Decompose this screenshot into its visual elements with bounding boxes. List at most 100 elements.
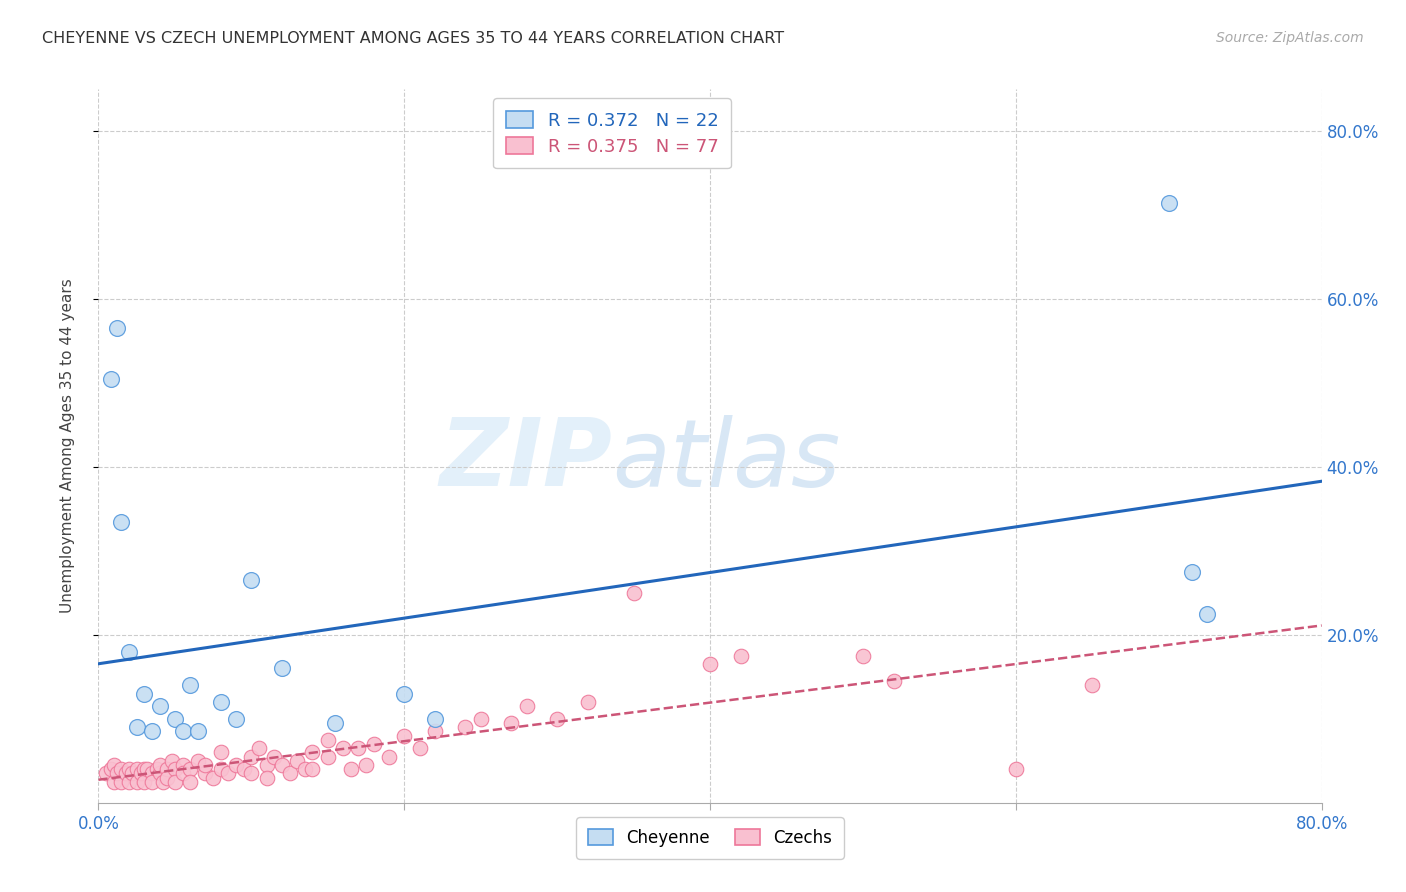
Point (730, 648, 752, 663)
Point (270, 758, 292, 772)
Point (179, 762, 201, 776)
Point (149, 758, 172, 772)
Point (202, 771, 225, 785)
Point (392, 687, 416, 701)
Point (209, 695, 232, 709)
Point (1081, 678, 1104, 692)
Point (285, 754, 308, 768)
Point (110, 774, 132, 789)
Point (699, 657, 721, 672)
Legend: Cheyenne, Czechs: Cheyenne, Czechs (576, 817, 844, 859)
Point (194, 758, 217, 772)
Point (247, 741, 270, 756)
Point (149, 699, 172, 714)
Point (240, 766, 263, 780)
Point (1181, 565, 1204, 579)
Point (118, 645, 141, 659)
Point (316, 732, 339, 747)
Point (94, 766, 117, 780)
Text: ZIP: ZIP (439, 414, 612, 507)
Point (163, 762, 186, 776)
Point (149, 766, 172, 780)
Point (332, 741, 354, 756)
Point (141, 774, 163, 789)
Point (576, 695, 599, 709)
Point (209, 762, 232, 776)
Point (363, 737, 385, 751)
Point (129, 766, 152, 780)
Point (623, 586, 645, 600)
Point (225, 712, 247, 726)
Point (501, 716, 523, 731)
Point (134, 762, 156, 776)
Point (163, 774, 186, 789)
Point (100, 762, 122, 776)
Point (121, 766, 143, 780)
Y-axis label: Unemployment Among Ages 35 to 44 years: Unemployment Among Ages 35 to 44 years (60, 278, 75, 614)
Point (278, 766, 301, 780)
Point (1004, 762, 1026, 776)
Point (187, 754, 209, 768)
Point (115, 766, 138, 780)
Point (1157, 195, 1180, 210)
Point (118, 774, 141, 789)
Point (105, 766, 128, 780)
Point (110, 762, 132, 776)
Point (160, 754, 183, 768)
Point (354, 758, 377, 772)
Point (454, 720, 477, 734)
Point (152, 774, 174, 789)
Point (103, 774, 125, 789)
Text: Source: ZipAtlas.com: Source: ZipAtlas.com (1216, 31, 1364, 45)
Point (316, 749, 339, 764)
Point (263, 749, 285, 764)
Point (240, 574, 263, 588)
Point (134, 774, 156, 789)
Point (172, 724, 194, 739)
Point (516, 699, 538, 714)
Text: atlas: atlas (612, 415, 841, 506)
Point (136, 762, 159, 776)
Point (225, 758, 247, 772)
Point (408, 741, 430, 756)
Point (270, 661, 292, 675)
Point (883, 674, 905, 689)
Text: CHEYENNE VS CZECH UNEMPLOYMENT AMONG AGES 35 TO 44 YEARS CORRELATION CHART: CHEYENNE VS CZECH UNEMPLOYMENT AMONG AGE… (42, 31, 785, 46)
Point (217, 766, 239, 780)
Point (163, 712, 186, 726)
Point (194, 766, 217, 780)
Point (423, 724, 446, 739)
Point (209, 746, 232, 760)
Point (1195, 607, 1218, 621)
Point (546, 712, 568, 726)
Point (301, 746, 323, 760)
Point (187, 724, 209, 739)
Point (103, 758, 125, 772)
Point (156, 762, 179, 776)
Point (179, 678, 201, 692)
Point (134, 687, 156, 701)
Point (179, 774, 201, 789)
Point (294, 762, 316, 776)
Point (110, 515, 132, 529)
Point (470, 712, 492, 726)
Point (256, 771, 278, 785)
Point (232, 762, 254, 776)
Point (325, 716, 347, 731)
Point (172, 766, 194, 780)
Point (347, 741, 370, 756)
Point (852, 648, 875, 663)
Point (156, 771, 179, 785)
Point (105, 321, 128, 335)
Point (339, 762, 361, 776)
Point (145, 762, 167, 776)
Point (141, 724, 163, 739)
Point (301, 762, 323, 776)
Point (240, 749, 263, 764)
Point (141, 766, 163, 780)
Point (118, 762, 141, 776)
Point (172, 758, 194, 772)
Point (125, 720, 148, 734)
Point (378, 749, 401, 764)
Point (100, 372, 122, 386)
